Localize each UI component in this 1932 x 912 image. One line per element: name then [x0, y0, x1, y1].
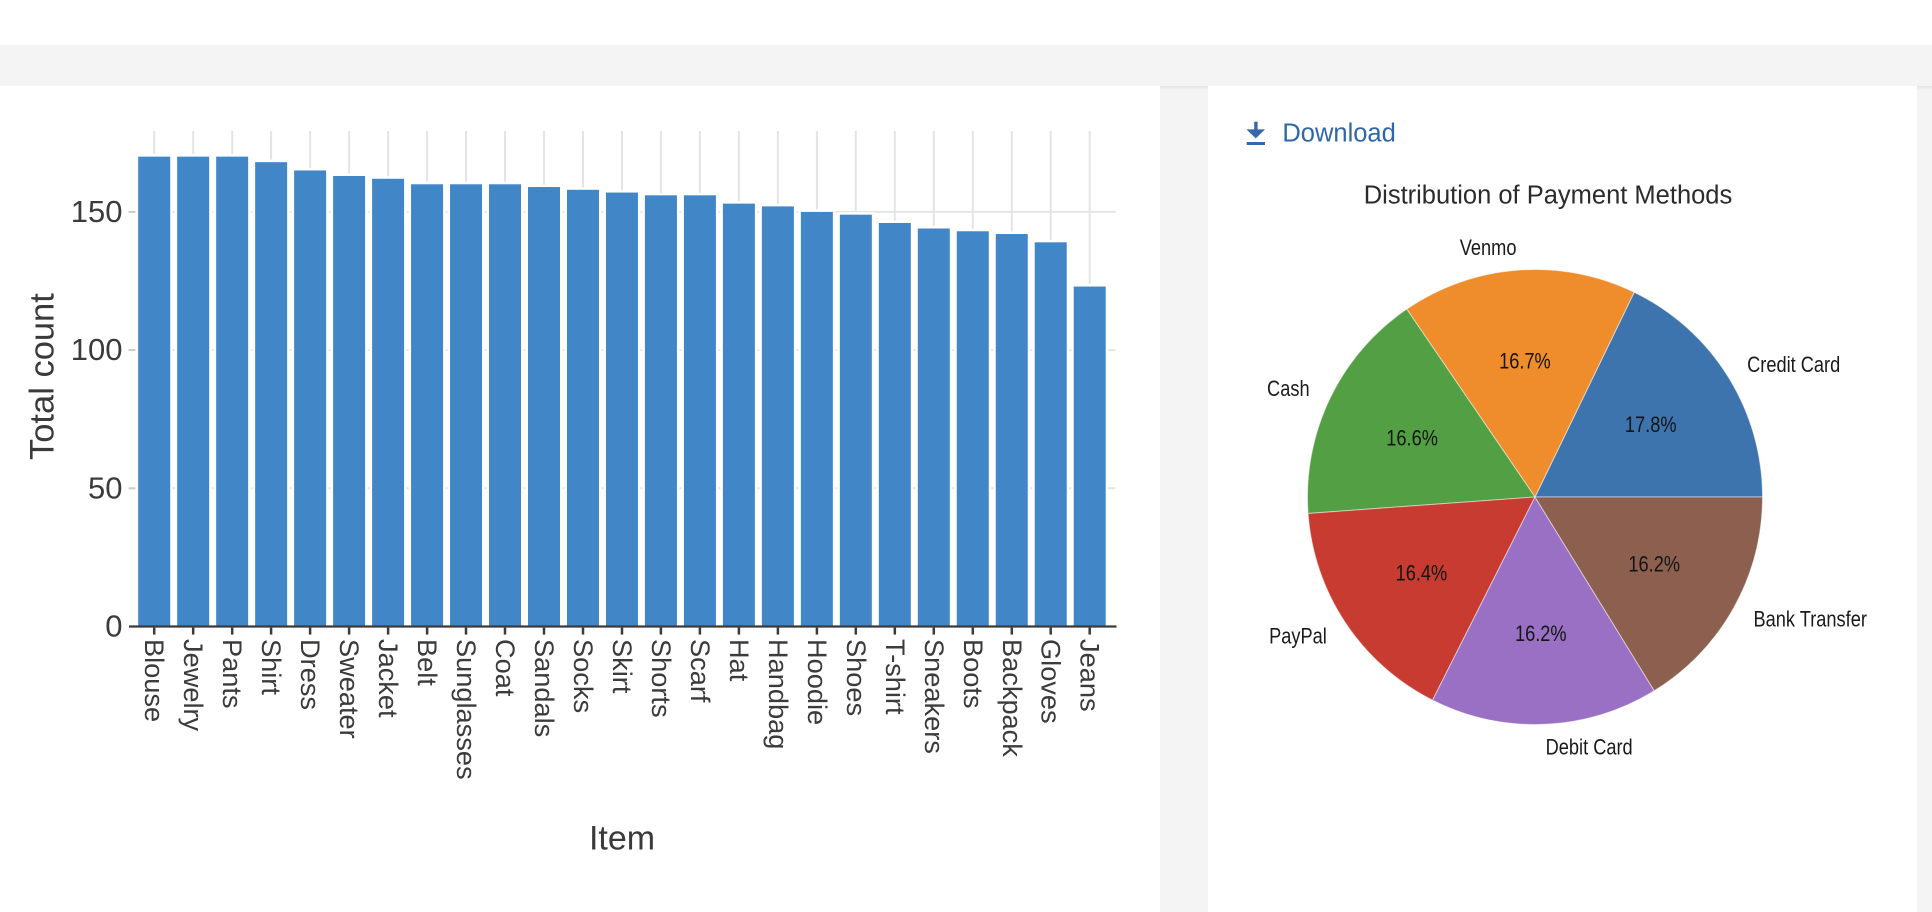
svg-text:Shorts: Shorts [646, 639, 677, 718]
svg-text:Boots: Boots [958, 639, 989, 709]
svg-text:Sweater: Sweater [334, 639, 365, 739]
svg-text:Sunglasses: Sunglasses [451, 639, 482, 780]
svg-text:Belt: Belt [412, 639, 443, 686]
svg-text:Shirt: Shirt [256, 639, 287, 695]
svg-text:16.7%: 16.7% [1499, 349, 1551, 374]
svg-text:Handbag: Handbag [763, 639, 794, 749]
svg-text:Hoodie: Hoodie [802, 639, 833, 725]
svg-text:PayPal: PayPal [1269, 624, 1327, 649]
svg-text:Bank Transfer: Bank Transfer [1754, 607, 1868, 632]
svg-text:Venmo: Venmo [1460, 235, 1517, 260]
svg-text:Hat: Hat [724, 639, 755, 682]
svg-text:Jacket: Jacket [373, 639, 404, 718]
svg-text:0: 0 [105, 609, 122, 644]
svg-text:T-shirt: T-shirt [880, 639, 911, 715]
svg-text:Sandals: Sandals [529, 639, 560, 737]
svg-text:Credit Card: Credit Card [1747, 352, 1840, 377]
svg-text:Blouse: Blouse [139, 639, 170, 722]
svg-text:Sneakers: Sneakers [919, 639, 950, 754]
svg-text:Total count: Total count [24, 293, 62, 460]
svg-text:Jeans: Jeans [1075, 639, 1106, 712]
svg-text:Distribution of Payment Method: Distribution of Payment Methods [1364, 182, 1733, 210]
svg-text:16.4%: 16.4% [1396, 561, 1448, 586]
svg-text:Item: Item [589, 820, 655, 858]
svg-text:Skirt: Skirt [607, 639, 638, 694]
svg-text:Debit Card: Debit Card [1546, 735, 1633, 760]
svg-text:50: 50 [88, 470, 122, 505]
svg-text:Pants: Pants [217, 639, 248, 709]
svg-text:Cash: Cash [1267, 376, 1310, 401]
svg-text:16.6%: 16.6% [1386, 426, 1438, 451]
svg-text:100: 100 [71, 332, 123, 367]
svg-text:16.2%: 16.2% [1628, 552, 1680, 577]
svg-text:Coat: Coat [490, 639, 521, 697]
svg-text:Shoes: Shoes [841, 639, 872, 716]
svg-text:Dress: Dress [295, 639, 326, 710]
svg-text:Socks: Socks [568, 639, 599, 713]
svg-text:Scarf: Scarf [685, 639, 716, 703]
svg-text:Gloves: Gloves [1036, 639, 1067, 724]
svg-text:Jewelry: Jewelry [178, 639, 209, 732]
svg-text:Backpack: Backpack [997, 639, 1028, 757]
svg-text:16.2%: 16.2% [1515, 621, 1567, 646]
svg-text:Download: Download [1282, 120, 1395, 148]
svg-text:150: 150 [71, 194, 123, 229]
svg-text:17.8%: 17.8% [1625, 412, 1677, 437]
